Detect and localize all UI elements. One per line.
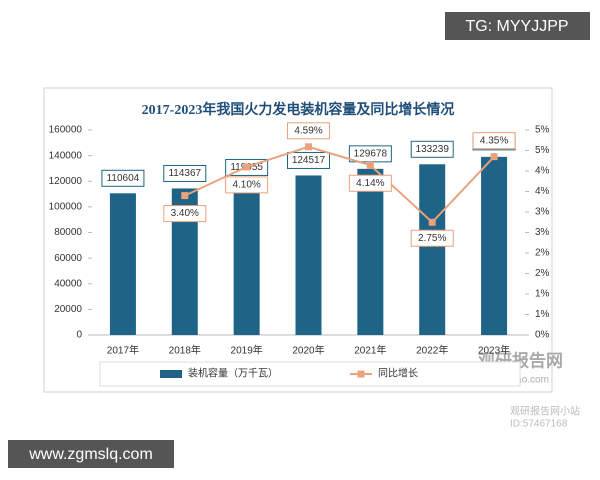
line-label-box [287,122,330,140]
y-tick-label: 80000 [54,227,82,238]
line-label: 4.59% [294,125,322,136]
bar [419,164,446,335]
legend-label: 同比增长 [378,367,418,380]
station-text: 观研报告网小站 [510,405,580,418]
y2-tick-label: 2% [535,268,550,279]
y-tick-label: 0 [76,330,82,341]
y2-tick-label: 2% [535,248,550,259]
bar [481,156,508,335]
line-marker [181,192,189,200]
bar-label: 110604 [107,173,140,184]
tg-text: TG: MYYJJPP [465,18,568,35]
line [184,145,495,224]
y2-tick-label: 1% [535,309,550,320]
bar-label-box [287,151,330,169]
x-tick-label: 2021年 [354,344,386,357]
bar-label-box [410,140,454,158]
line-label: 4.10% [232,180,260,191]
bar [109,193,136,335]
y2-tick-label: 4% [535,166,550,177]
legend-swatch [160,370,182,378]
line-marker [428,218,436,226]
bar-label: 129678 [354,148,388,159]
y-tick-label: 160000 [49,125,83,136]
line-marker [305,143,312,151]
line-label-box [348,174,392,192]
y-tick-label: 120000 [49,176,83,187]
legend-label: 装机容量（万千瓦） [188,367,278,380]
bar [295,175,322,335]
y2-tick-label: 3% [535,227,550,238]
chart-title: 2017-2023年我国火力发电装机容量及同比增长情况 [142,101,455,118]
line-label-box [225,176,269,194]
bar-label: 133239 [416,144,450,155]
station-id: ID:57467168 [510,419,568,430]
bar-label: 124517 [292,155,326,166]
x-tick-label: 2019年 [231,344,263,357]
line-label: 4.14% [356,178,384,189]
bar-label: 114367 [168,168,201,179]
y-tick-label: 140000 [49,150,83,161]
line-label: 3.40% [171,208,199,219]
bar [233,182,260,335]
y2-tick-label: 4% [535,186,550,197]
y-tick-label: 100000 [49,202,83,213]
line-marker [366,161,374,169]
legend-marker [357,370,365,378]
x-tick-label: 2023年 [478,344,510,357]
x-tick-label: 2020年 [292,344,324,357]
line-label-box [472,132,516,150]
y-tick-label: 60000 [54,253,82,264]
x-tick-label: 2018年 [169,344,201,357]
y2-tick-label: 5% [535,125,550,136]
y-tick-label: 40000 [54,278,82,289]
x-tick-label: 2017年 [107,344,139,357]
y2-tick-label: 3% [535,207,550,218]
line-label: 4.35% [480,135,508,146]
x-tick-label: 2022年 [416,344,448,357]
y2-tick-label: 0% [535,330,550,341]
line-marker [243,163,251,171]
bar-label-box [163,164,207,182]
line-label-box [163,205,207,223]
line-label: 2.75% [418,233,446,244]
bar [357,168,384,335]
y2-tick-label: 1% [535,289,550,300]
y-tick-label: 20000 [54,304,82,315]
site-text: www.zgmslq.com [28,446,153,463]
line-marker [490,153,498,161]
site-badge [8,440,174,468]
y2-tick-label: 5% [535,145,550,156]
line-label-box [410,229,454,247]
bar-label-box [101,169,145,187]
tg-badge [445,12,590,40]
